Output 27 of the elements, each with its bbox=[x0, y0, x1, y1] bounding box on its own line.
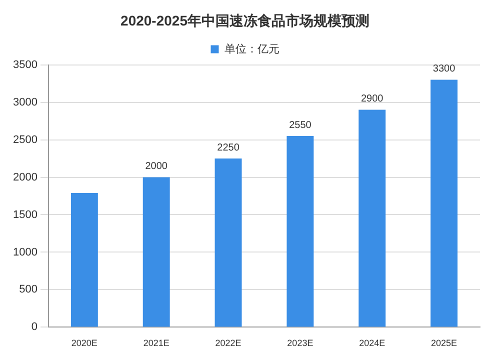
x-tick-label: 2022E bbox=[215, 338, 242, 348]
y-tick-label: 1500 bbox=[12, 208, 38, 221]
y-tick-label: 3000 bbox=[12, 96, 38, 108]
data-label: 2550 bbox=[289, 120, 312, 131]
x-tick-label: 2025E bbox=[431, 338, 458, 348]
y-tick-label: 3500 bbox=[12, 58, 38, 71]
bar bbox=[286, 136, 314, 327]
data-label: 2900 bbox=[360, 94, 384, 105]
x-tick-label: 2021E bbox=[143, 338, 170, 348]
bar bbox=[214, 158, 242, 327]
y-tick-label: 2000 bbox=[12, 171, 38, 184]
y-tick-label: 2500 bbox=[12, 134, 38, 146]
y-tick-label: 0 bbox=[31, 321, 38, 334]
bar bbox=[358, 110, 386, 327]
legend-label: 单位：亿元 bbox=[224, 42, 280, 56]
bar bbox=[70, 193, 98, 327]
data-label: 3300 bbox=[432, 64, 456, 75]
x-tick-label: 2023E bbox=[287, 338, 314, 348]
y-tick-label: 500 bbox=[19, 284, 38, 296]
bar bbox=[142, 177, 170, 327]
data-label: 2250 bbox=[217, 142, 240, 154]
y-tick-label: 1000 bbox=[12, 246, 38, 258]
x-tick-label: 2024E bbox=[359, 338, 386, 348]
bar bbox=[430, 80, 458, 327]
x-tick-label: 2020E bbox=[71, 338, 98, 348]
chart-title: 2020-2025年中国速冻食品市场规模预测 bbox=[120, 12, 370, 28]
data-label: 2000 bbox=[145, 161, 168, 172]
